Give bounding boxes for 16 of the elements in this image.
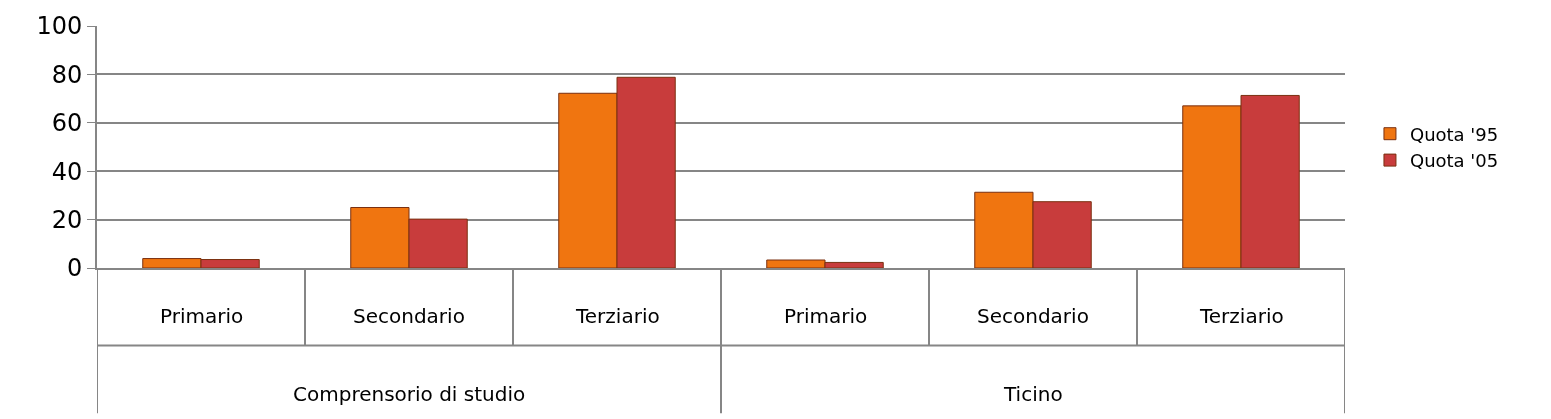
x-tick-label: Terziario (1199, 304, 1284, 328)
y-tick-label: 20 (51, 206, 83, 234)
x-tick-label: Secondario (977, 304, 1089, 328)
x-tick-label: Terziario (575, 304, 660, 328)
text: Ticino (1003, 382, 1063, 406)
legend-label: Quota '95 (1409, 123, 1499, 145)
x-tick-label: Secondario (353, 304, 465, 328)
y-tick-label: 60 (51, 109, 83, 138)
y-tick-label: 80 (51, 60, 83, 89)
text: Comprensorio di studio (293, 382, 526, 406)
y-tick-label: 40 (51, 157, 83, 186)
legend-label: Quota '05 (1409, 150, 1499, 172)
y-tick-label: 0 (66, 254, 83, 283)
x-tick-label: Primario (784, 304, 868, 328)
y-tick-label: 100 (36, 12, 83, 41)
x-tick-label: Primario (160, 304, 244, 328)
